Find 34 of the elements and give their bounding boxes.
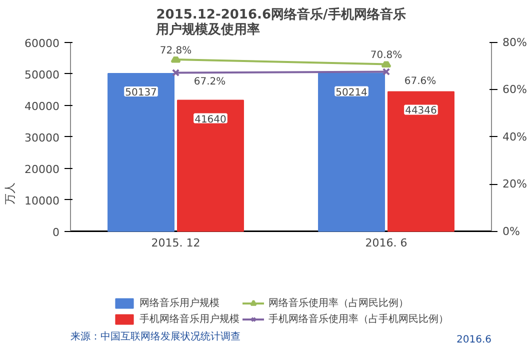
data-label: 67.2% — [194, 76, 226, 88]
bar — [176, 100, 244, 232]
y-tick-label: 50000 — [24, 68, 60, 82]
data-label: 50214 — [336, 87, 368, 98]
y2-tick-label: 80% — [502, 36, 527, 49]
y-tick-label: 20000 — [24, 162, 60, 176]
x-tick-label: 2015. 12 — [151, 236, 200, 250]
y2-tick-label: 20% — [502, 178, 527, 191]
bar — [318, 72, 386, 232]
source-note: 来源：中国互联网络发展状况统计调查 — [70, 330, 240, 342]
x-tick-label: 2016. 6 — [365, 236, 408, 250]
legend-label: 网络音乐用户规模 — [140, 296, 220, 310]
y2-tick-label: 60% — [502, 83, 527, 96]
data-label: 70.8% — [370, 50, 402, 62]
y2-tick-label: 40% — [502, 130, 527, 144]
bar — [387, 91, 454, 232]
data-label: 50137 — [125, 88, 157, 99]
text: 2016.6 — [456, 334, 492, 346]
data-label: 44346 — [405, 106, 437, 117]
y2-tick-label: 0% — [502, 224, 520, 238]
legend-label: 手机网络音乐使用率（占手机网民比例） — [268, 312, 448, 326]
data-label: 41640 — [194, 114, 226, 126]
legend-label: 手机网络音乐用户规模 — [140, 312, 240, 326]
legend-label: 网络音乐使用率（占网民比例） — [268, 296, 408, 310]
y-tick-label: 60000 — [24, 37, 60, 50]
chart-title: 2015.12-2016.6网络音乐/手机网络音乐用户规模及使用率 — [155, 6, 406, 38]
y-tick-label: 40000 — [24, 100, 60, 113]
y-tick-label: 30000 — [24, 131, 60, 144]
y-axis-title: 万人 — [4, 182, 17, 204]
bar — [108, 73, 175, 232]
data-label: 72.8% — [160, 45, 192, 56]
data-label: 67.6% — [404, 76, 436, 87]
y-tick-label: 0 — [52, 226, 60, 239]
y-tick-label: 10000 — [24, 194, 60, 208]
